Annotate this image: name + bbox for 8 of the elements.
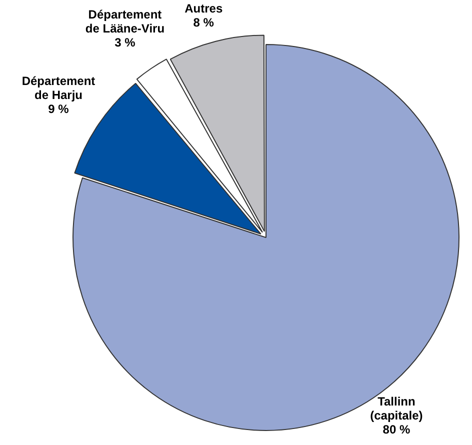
slice-label: Département de Lääne-Viru xyxy=(85,7,165,36)
slice-label: Autres xyxy=(184,1,223,16)
slice-label: Tallinn (capitale) xyxy=(370,394,423,422)
data-label: 8 % xyxy=(193,15,214,30)
data-label: 3 % xyxy=(114,35,136,50)
data-label: 80 % xyxy=(382,422,410,436)
data-label: 9 % xyxy=(48,102,70,116)
slice-label: Département de Harju xyxy=(22,74,96,102)
